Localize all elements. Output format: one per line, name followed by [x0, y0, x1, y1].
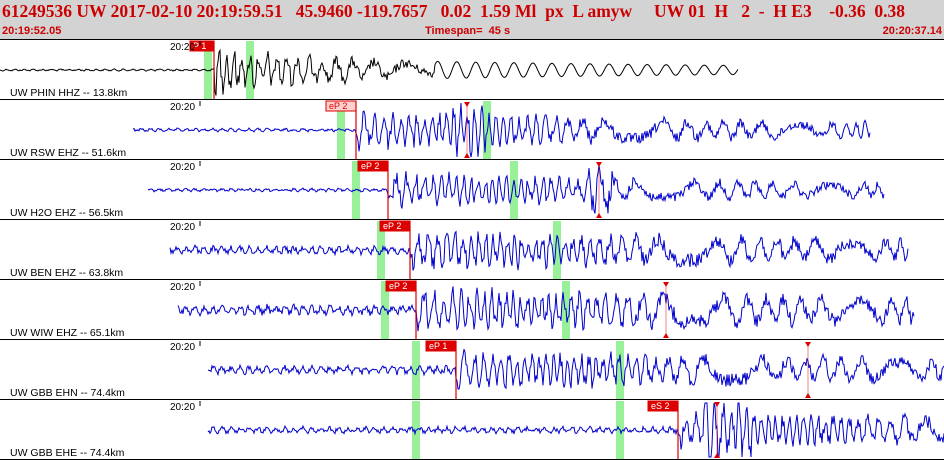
end-time: 20:20:37.14	[882, 25, 942, 37]
event-title: 61249536 UW 2017-02-10 20:19:59.51 45.94…	[2, 1, 906, 21]
time-tick-label: 20:20	[170, 282, 195, 293]
waveform-trace	[0, 48, 739, 96]
time-tick-label: 20:20	[170, 102, 195, 113]
trace-row[interactable]: eP 2 20:20 UW WIW EHZ -- 65.1km	[0, 280, 944, 340]
time-tick-label: 20:20	[170, 402, 195, 413]
time-tick-label: 20:20	[170, 42, 195, 53]
time-tick-label: 20:20	[170, 222, 195, 233]
amplitude-marker-bottom	[805, 393, 811, 398]
phase-pick-marker[interactable]: eP 2	[379, 220, 411, 279]
pick-window-bar	[553, 221, 561, 279]
trace-row[interactable]: eS 2 20:20 UW GBB EHE -- 74.4km	[0, 400, 944, 460]
pick-window-bar	[412, 341, 420, 399]
start-time: 20:19:52.05	[2, 25, 62, 37]
phase-pick-marker[interactable]: eP 1	[425, 340, 457, 399]
pick-label: eP 1	[429, 341, 447, 351]
pick-label: eP 2	[389, 281, 407, 291]
amplitude-marker-bottom	[663, 333, 669, 338]
waveform-trace	[132, 102, 871, 158]
pick-label: eP 2	[361, 161, 379, 171]
station-label: UW RSW EHZ -- 51.6km	[10, 147, 126, 159]
time-tick-label: 20:20	[170, 162, 195, 173]
phase-pick-marker[interactable]: eP 2	[325, 100, 357, 159]
waveform-trace	[177, 286, 915, 332]
time-tick-label: 20:20	[170, 342, 195, 353]
pick-window-bar	[616, 341, 624, 399]
trace-row[interactable]: eP 2 20:20 UW RSW EHZ -- 51.6km	[0, 100, 944, 160]
pick-label: eS 2	[651, 401, 670, 411]
amplitude-marker-top	[596, 162, 602, 167]
amplitude-marker-top	[464, 102, 470, 107]
trace-row[interactable]: eP 2 20:20 UW BEN EHZ -- 63.8km	[0, 220, 944, 280]
waveform-trace	[207, 348, 944, 390]
pick-window-bar	[510, 161, 518, 219]
amplitude-marker-bottom	[596, 213, 602, 218]
timespan-label: Timespan= 45 s	[425, 25, 511, 37]
waveform-trace	[169, 230, 909, 271]
station-label: UW WIW EHZ -- 65.1km	[10, 327, 125, 339]
station-label: UW H2O EHZ -- 56.5km	[10, 207, 123, 219]
pick-label: eP 2	[383, 221, 401, 231]
pick-label: eP 2	[329, 101, 347, 111]
amplitude-marker-bottom	[464, 153, 470, 158]
waveform-trace	[147, 164, 885, 214]
trace-row[interactable]: eP 2 20:20 UW H2O EHZ -- 56.5km	[0, 160, 944, 220]
amplitude-marker-top	[714, 402, 720, 407]
station-label: UW GBB EHN -- 74.4km	[10, 387, 125, 399]
station-label: UW PHIN HHZ -- 13.8km	[10, 87, 128, 99]
pick-window-bar	[352, 161, 360, 219]
amplitude-marker-bottom	[714, 453, 720, 458]
station-label: UW BEN EHZ -- 63.8km	[10, 267, 123, 279]
pick-window-bar	[246, 41, 254, 99]
pick-window-bar	[377, 221, 385, 279]
phase-pick-marker[interactable]: eP 2	[385, 280, 417, 339]
amplitude-marker-top	[805, 342, 811, 347]
trace-row[interactable]: eP 1 20:20 UW GBB EHN -- 74.4km	[0, 340, 944, 400]
seismogram-panel[interactable]: P 1 20:20 UW PHIN HHZ -- 13.8km eP 2 20:20 UW…	[0, 40, 944, 460]
amplitude-marker-top	[663, 282, 669, 287]
pick-window-bar	[204, 41, 212, 99]
phase-pick-marker[interactable]: eP 2	[357, 160, 389, 219]
phase-pick-marker[interactable]: eS 2	[647, 400, 679, 459]
station-label: UW GBB EHE -- 74.4km	[10, 447, 125, 459]
waveform-trace	[207, 402, 944, 458]
header-bar: 61249536 UW 2017-02-10 20:19:59.51 45.94…	[0, 0, 944, 40]
